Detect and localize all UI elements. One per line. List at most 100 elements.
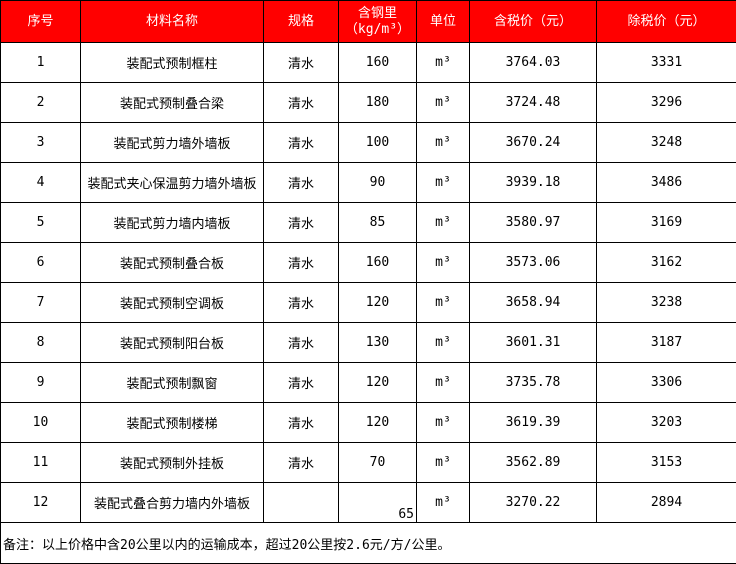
cell-price-tax: 3562.89 xyxy=(470,443,597,483)
header-price-notax: 除税价（元） xyxy=(597,1,736,43)
cell-unit: m³ xyxy=(417,43,470,83)
cell-price-notax: 2894 xyxy=(597,483,736,523)
cell-no: 7 xyxy=(1,283,81,323)
cell-price-tax: 3658.94 xyxy=(470,283,597,323)
cell-price-notax: 3187 xyxy=(597,323,736,363)
header-spec: 规格 xyxy=(264,1,339,43)
cell-no: 11 xyxy=(1,443,81,483)
cell-price-notax: 3203 xyxy=(597,403,736,443)
cell-name: 装配式预制框柱 xyxy=(81,43,264,83)
cell-price-tax: 3764.03 xyxy=(470,43,597,83)
cell-no: 8 xyxy=(1,323,81,363)
cell-spec: 清水 xyxy=(264,443,339,483)
header-no: 序号 xyxy=(1,1,81,43)
cell-no: 12 xyxy=(1,483,81,523)
cell-steel: 100 xyxy=(339,123,417,163)
cell-price-tax: 3270.22 xyxy=(470,483,597,523)
cell-steel: 120 xyxy=(339,283,417,323)
cell-unit: m³ xyxy=(417,443,470,483)
cell-unit: m³ xyxy=(417,163,470,203)
cell-steel: 120 xyxy=(339,363,417,403)
cell-unit: m³ xyxy=(417,483,470,523)
cell-price-tax: 3601.31 xyxy=(470,323,597,363)
cell-no: 3 xyxy=(1,123,81,163)
cell-price-notax: 3238 xyxy=(597,283,736,323)
header-price-tax: 含税价（元） xyxy=(470,1,597,43)
cell-spec: 清水 xyxy=(264,163,339,203)
cell-price-tax: 3670.24 xyxy=(470,123,597,163)
cell-price-notax: 3248 xyxy=(597,123,736,163)
cell-unit: m³ xyxy=(417,363,470,403)
cell-price-tax: 3735.78 xyxy=(470,363,597,403)
cell-spec xyxy=(264,483,339,523)
cell-steel: 70 xyxy=(339,443,417,483)
cell-name: 装配式预制飘窗 xyxy=(81,363,264,403)
cell-price-tax: 3619.39 xyxy=(470,403,597,443)
cell-unit: m³ xyxy=(417,243,470,283)
cell-unit: m³ xyxy=(417,283,470,323)
header-name: 材料名称 xyxy=(81,1,264,43)
cell-name: 装配式剪力墙外墙板 xyxy=(81,123,264,163)
cell-steel: 90 xyxy=(339,163,417,203)
cell-name: 装配式预制空调板 xyxy=(81,283,264,323)
cell-price-notax: 3486 xyxy=(597,163,736,203)
cell-unit: m³ xyxy=(417,203,470,243)
cell-no: 1 xyxy=(1,43,81,83)
cell-steel: 65 xyxy=(339,483,417,523)
cell-no: 4 xyxy=(1,163,81,203)
cell-price-tax: 3724.48 xyxy=(470,83,597,123)
cell-steel: 160 xyxy=(339,243,417,283)
cell-name: 装配式预制叠合板 xyxy=(81,243,264,283)
cell-steel: 130 xyxy=(339,323,417,363)
cell-name: 装配式叠合剪力墙内外墙板 xyxy=(81,483,264,523)
cell-unit: m³ xyxy=(417,83,470,123)
cell-spec: 清水 xyxy=(264,43,339,83)
header-row: 序号 材料名称 规格 含钢里（kg/m³） 单位 含税价（元） 除税价（元） xyxy=(1,1,736,43)
note-row: 备注：以上价格中含20公里以内的运输成本，超过20公里按2.6元/方/公里。 xyxy=(1,523,736,564)
header-steel-unit: （kg/m³） xyxy=(345,22,410,37)
cell-no: 10 xyxy=(1,403,81,443)
cell-spec: 清水 xyxy=(264,403,339,443)
cell-unit: m³ xyxy=(417,403,470,443)
cell-price-notax: 3162 xyxy=(597,243,736,283)
cell-name: 装配式夹心保温剪力墙外墙板 xyxy=(81,163,264,203)
cell-steel: 85 xyxy=(339,203,417,243)
cell-no: 6 xyxy=(1,243,81,283)
cell-name: 装配式预制楼梯 xyxy=(81,403,264,443)
cell-price-tax: 3939.18 xyxy=(470,163,597,203)
cell-steel: 160 xyxy=(339,43,417,83)
cell-name: 装配式预制阳台板 xyxy=(81,323,264,363)
cell-spec: 清水 xyxy=(264,123,339,163)
header-steel-title: 含钢里 xyxy=(358,6,397,21)
cell-price-notax: 3331 xyxy=(597,43,736,83)
cell-price-notax: 3169 xyxy=(597,203,736,243)
cell-no: 2 xyxy=(1,83,81,123)
cell-spec: 清水 xyxy=(264,243,339,283)
cell-price-notax: 3296 xyxy=(597,83,736,123)
cell-steel: 120 xyxy=(339,403,417,443)
cell-name: 装配式预制外挂板 xyxy=(81,443,264,483)
cell-unit: m³ xyxy=(417,123,470,163)
cell-spec: 清水 xyxy=(264,363,339,403)
cell-spec: 清水 xyxy=(264,323,339,363)
cell-no: 9 xyxy=(1,363,81,403)
cell-steel: 180 xyxy=(339,83,417,123)
cell-spec: 清水 xyxy=(264,283,339,323)
cell-no: 5 xyxy=(1,203,81,243)
cell-spec: 清水 xyxy=(264,83,339,123)
cell-name: 装配式预制叠合梁 xyxy=(81,83,264,123)
cell-name: 装配式剪力墙内墙板 xyxy=(81,203,264,243)
cell-price-notax: 3306 xyxy=(597,363,736,403)
header-steel: 含钢里（kg/m³） xyxy=(339,1,417,43)
header-unit: 单位 xyxy=(417,1,470,43)
